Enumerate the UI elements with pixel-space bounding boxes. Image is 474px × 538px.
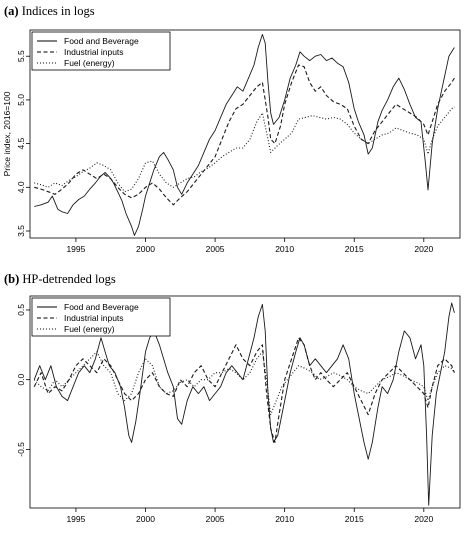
legend-label: Food and Beverage <box>64 302 139 312</box>
x-tick-label: 2005 <box>206 514 225 524</box>
y-axis-label: Price index, 2016=100 <box>2 91 12 176</box>
y-tick-label: -0.5 <box>16 442 26 457</box>
x-tick-label: 2015 <box>345 514 364 524</box>
y-tick-label: 0.5 <box>16 304 26 316</box>
series-line-fuel-energy <box>34 106 455 193</box>
x-tick-label: 2020 <box>414 514 433 524</box>
x-tick-label: 2005 <box>206 244 225 254</box>
x-tick-label: 2020 <box>414 244 433 254</box>
plot-frame <box>29 29 461 239</box>
x-tick-label: 2010 <box>275 244 294 254</box>
x-tick-label: 2000 <box>136 514 155 524</box>
legend-label: Fuel (energy) <box>64 58 115 68</box>
x-tick-label: 2000 <box>136 244 155 254</box>
x-tick-label: 1995 <box>66 244 85 254</box>
y-tick-label: 0.0 <box>16 374 26 386</box>
legend-box <box>31 31 171 71</box>
series-line-industrial-inputs <box>33 337 455 443</box>
legend-label: Fuel (energy) <box>64 324 115 334</box>
legend-label: Industrial inputs <box>64 313 124 323</box>
plot-frame <box>29 295 461 509</box>
legend-label: Food and Beverage <box>64 36 139 46</box>
x-tick-label: 2015 <box>345 244 364 254</box>
y-tick-label: 5.0 <box>16 94 26 106</box>
panel-a-title: (a) Indices in logs <box>4 4 95 18</box>
series-line-industrial-inputs <box>34 64 455 206</box>
panel-b-title: (b) HP-detrended logs <box>4 272 116 286</box>
y-tick-label: 3.5 <box>16 225 26 237</box>
legend-box <box>31 297 171 337</box>
panel-b-chart: 1995 2000 2005 2010 2015 2020 -0.5 0.0 0.5 Food a… <box>16 295 461 524</box>
panel-a-chart: 1995 2000 2005 2010 2015 2020 3.5 4.0 4.5 5.0 5.5 P… <box>2 29 461 254</box>
x-tick-label: 2010 <box>275 514 294 524</box>
y-tick-label: 4.0 <box>16 181 26 193</box>
series-line-fuel-energy <box>33 351 455 416</box>
y-tick-label: 5.5 <box>16 50 26 62</box>
y-tick-label: 4.5 <box>16 137 26 149</box>
legend-label: Industrial inputs <box>64 47 124 57</box>
x-tick-label: 1995 <box>66 514 85 524</box>
